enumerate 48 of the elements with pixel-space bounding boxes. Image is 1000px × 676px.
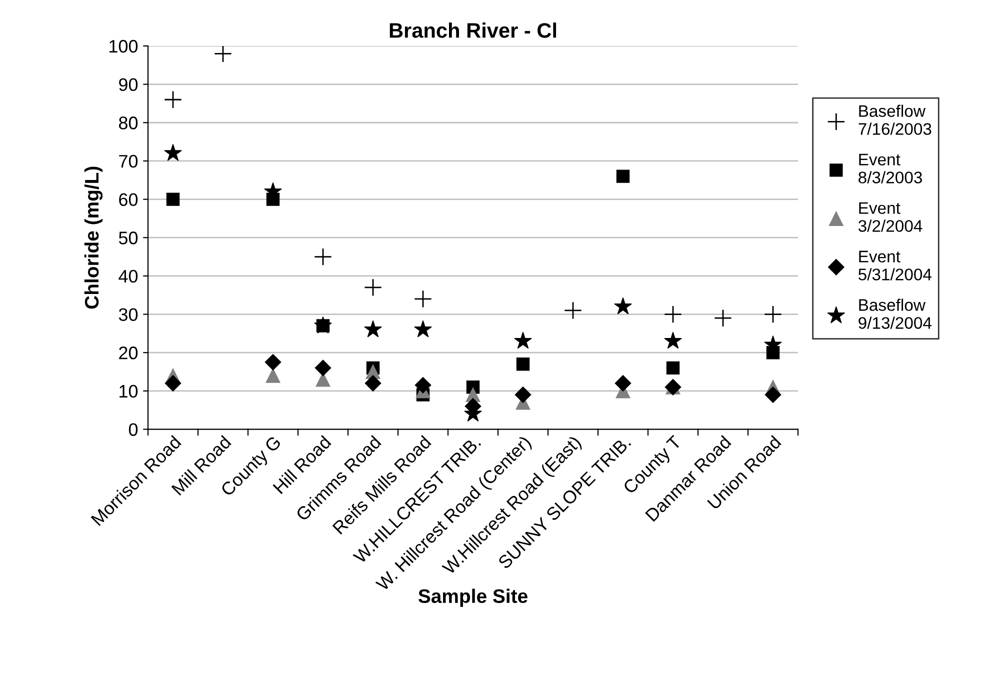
y-tick-label: 0 [128,423,138,436]
legend-label: Event 5/31/2004 [858,250,932,280]
y-tick-label: 30 [118,308,138,321]
point [164,375,182,392]
point [364,320,382,338]
y-tick-label: 90 [119,78,138,92]
legend-label: Baseflow 7/16/2003 [858,104,932,135]
point [164,144,182,161]
y-tick-label: 70 [119,154,138,168]
point [764,305,782,324]
point [164,90,182,109]
chart-title: Branch River - Cl [390,22,556,38]
point [614,375,632,392]
y-tick-label: 80 [118,116,138,130]
point [264,354,282,370]
point [414,376,432,394]
point [614,297,632,314]
point [364,375,382,392]
point [514,332,532,349]
y-tick-label: 20 [119,346,138,360]
point [514,386,532,403]
y-tick-label: 10 [120,384,138,398]
point [664,305,682,324]
point [314,360,332,376]
point [564,301,582,320]
point [314,248,332,266]
legend-label: Event 3/2/2004 [858,202,922,232]
point [516,358,530,371]
y-tick-label: 60 [119,193,138,206]
y-tick-label: 50 [118,232,138,244]
point [666,361,680,375]
point [616,170,630,183]
legend-label: Baseflow 9/13/2004 [858,298,932,329]
y-tick-label: 100 [110,40,138,53]
point [214,46,232,63]
point [166,192,180,206]
y-tick-label: 40 [118,270,138,283]
y-axis-title: Chloride (mg/L) [84,166,103,309]
legend-label: Event 8/3/2003 [858,154,922,184]
point [764,386,782,403]
point [714,309,732,328]
point [266,368,280,383]
x-axis-title: Sample Site [418,588,528,607]
point [314,316,332,334]
point [364,278,382,296]
point [414,290,432,308]
point [664,332,682,349]
point [414,320,432,338]
